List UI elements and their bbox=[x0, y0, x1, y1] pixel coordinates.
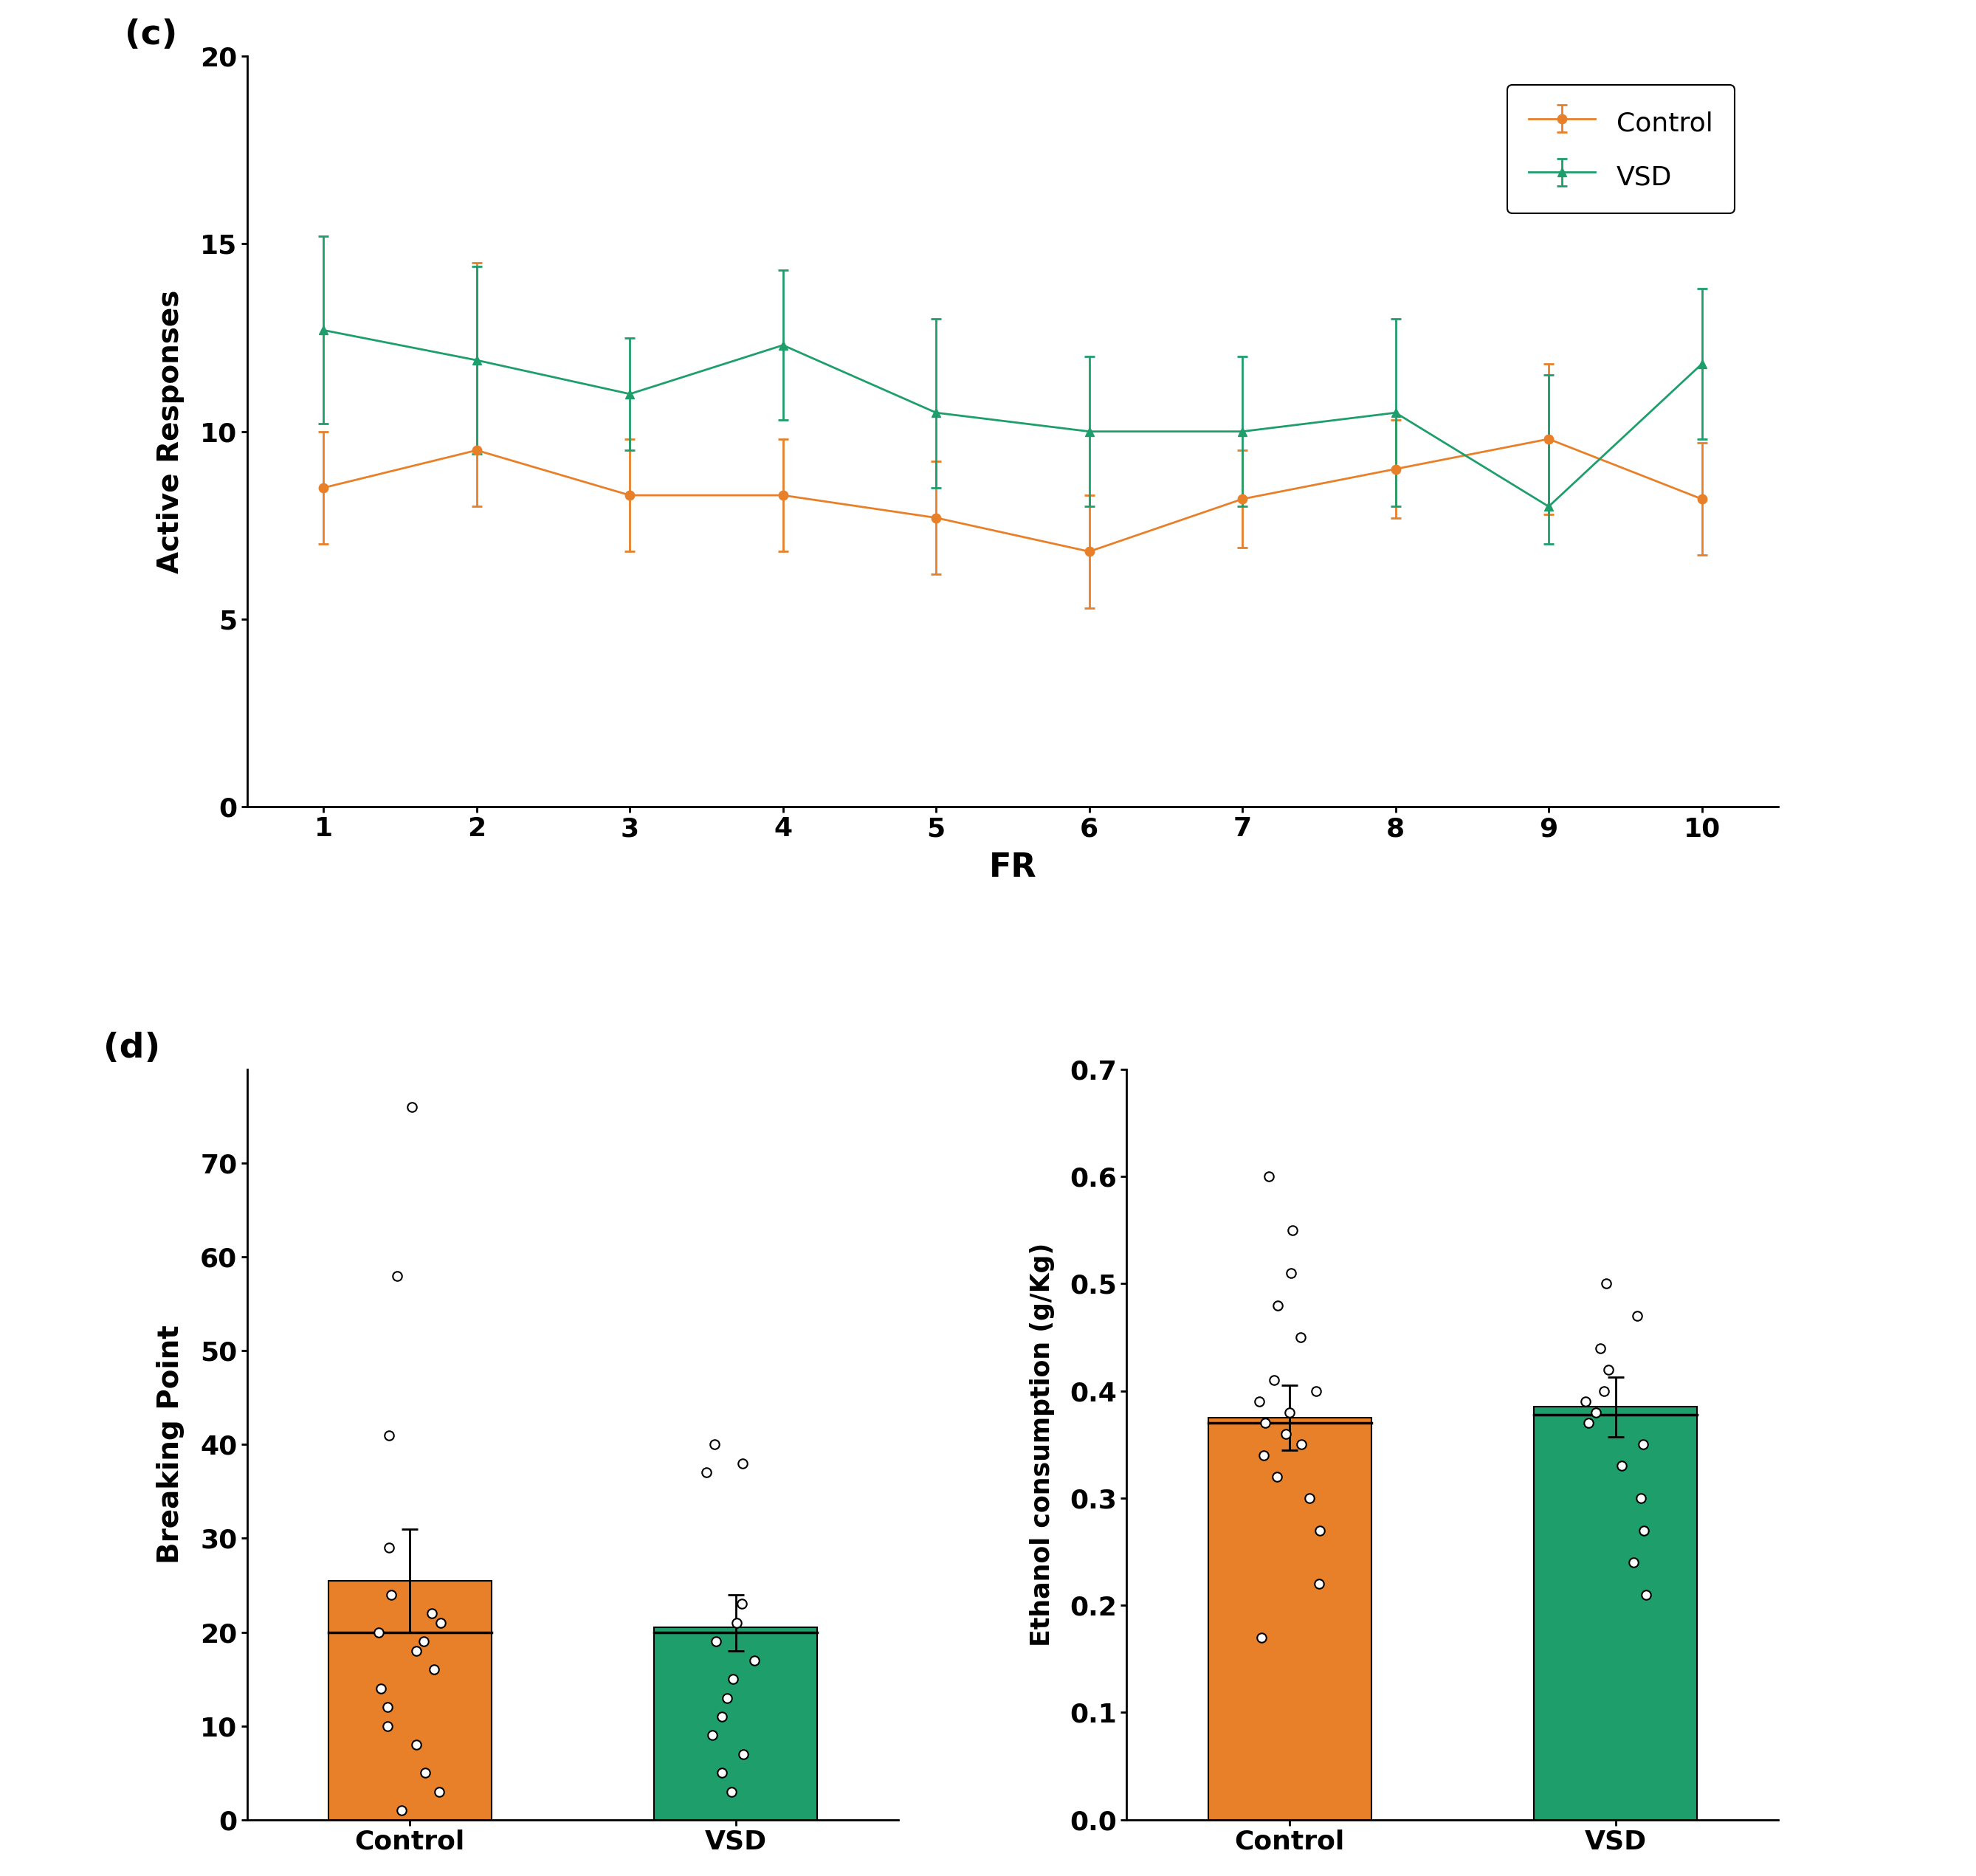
Bar bbox=[1207, 1418, 1371, 1820]
Y-axis label: Ethanol consumption (g/Kg): Ethanol consumption (g/Kg) bbox=[1029, 1242, 1055, 1647]
Legend: Control, VSD: Control, VSD bbox=[1508, 84, 1735, 214]
Y-axis label: Breaking Point: Breaking Point bbox=[156, 1324, 186, 1565]
Bar bbox=[654, 1626, 818, 1820]
Y-axis label: Active Responses: Active Responses bbox=[156, 289, 186, 574]
Text: (c): (c) bbox=[124, 19, 178, 53]
Bar bbox=[1533, 1407, 1697, 1820]
Bar bbox=[328, 1580, 492, 1820]
X-axis label: FR: FR bbox=[988, 852, 1037, 884]
Text: (d): (d) bbox=[103, 1032, 160, 1066]
